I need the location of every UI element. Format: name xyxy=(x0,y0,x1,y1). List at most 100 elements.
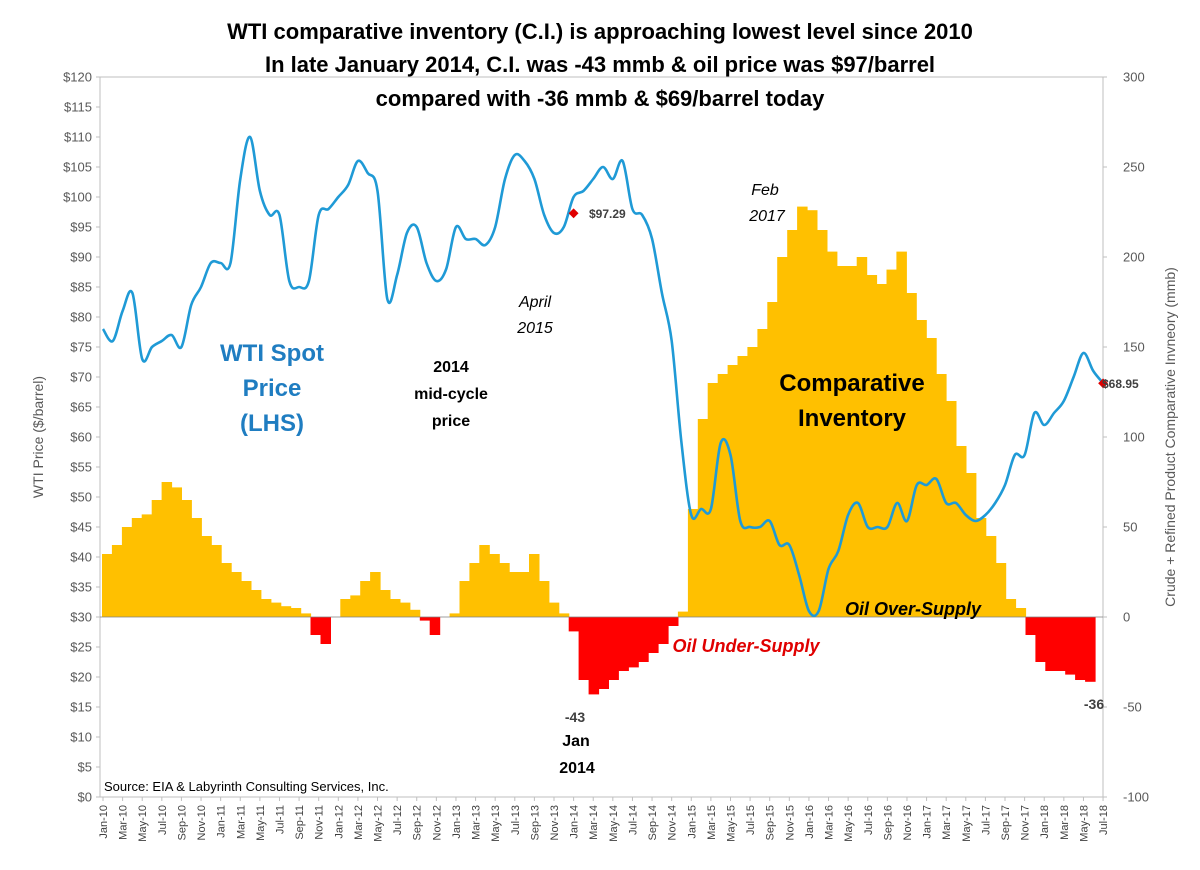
y-right-tick-label: 300 xyxy=(1123,70,1145,85)
ci-bar xyxy=(270,602,282,617)
ci-bar xyxy=(608,617,619,680)
x-tick-label: Sep-15 xyxy=(765,805,777,840)
title-line-2: In late January 2014, C.I. was -43 mmb &… xyxy=(265,52,935,77)
x-tick-label: Sep-12 xyxy=(412,805,424,840)
ci-bar xyxy=(846,266,858,617)
y-left-axis: $0 $5 $10 $15 $20 $25 $30 $35 $40 $45 $50 $55 $60 $65… xyxy=(63,70,100,805)
ci-bar xyxy=(380,590,391,617)
annotation-midcycle-line2: mid-cycle xyxy=(414,386,488,403)
ci-bar xyxy=(350,595,361,617)
ci-bar xyxy=(558,613,570,617)
ci-bar xyxy=(548,602,560,617)
x-tick-label: Mar-17 xyxy=(941,805,953,840)
y-left-tick-label: $0 xyxy=(78,790,92,805)
ci-bar xyxy=(777,257,788,617)
ci-bar xyxy=(1005,599,1017,617)
chart-title: WTI comparative inventory (C.I.) is appr… xyxy=(227,19,973,111)
ci-bar xyxy=(737,356,748,617)
ci-bar xyxy=(141,514,153,617)
ci-bar xyxy=(965,473,977,617)
ci-bar xyxy=(131,518,143,617)
annotation-ci-2014: -43 xyxy=(565,709,585,725)
y-right-tick-label: 200 xyxy=(1123,250,1145,265)
ci-bar xyxy=(529,554,540,617)
annotation-oversupply: Oil Over-Supply xyxy=(845,599,982,619)
y-left-tick-label: $85 xyxy=(70,280,92,295)
ci-bar xyxy=(280,606,292,617)
x-tick-label: Sep-13 xyxy=(529,805,541,840)
y-left-tick-label: $55 xyxy=(70,460,92,475)
ci-bar xyxy=(489,554,500,617)
ci-bar xyxy=(221,563,232,617)
x-tick-label: Nov-14 xyxy=(667,805,679,840)
y-left-tick-label: $45 xyxy=(70,520,92,535)
ci-bar xyxy=(628,617,639,668)
y-right-axis: -100 -50 0 50 100 150 200 250 300 xyxy=(1103,70,1149,805)
y-left-tick-label: $95 xyxy=(70,220,92,235)
x-tick-label: Nov-10 xyxy=(196,805,208,840)
ci-bar xyxy=(658,617,669,644)
wti-price-line xyxy=(101,135,1105,618)
ci-bar xyxy=(171,487,182,617)
x-tick-label: Sep-16 xyxy=(882,805,894,840)
title-line-3: compared with -36 mmb & $69/barrel today xyxy=(376,86,825,111)
y-left-tick-label: $120 xyxy=(63,70,92,85)
x-tick-label: Nov-15 xyxy=(784,805,796,840)
x-tick-label: Jan-14 xyxy=(569,805,581,839)
ci-bar xyxy=(161,482,173,617)
ci-bar xyxy=(866,275,878,617)
x-tick-label: Mar-13 xyxy=(471,805,483,840)
annotation-feb-line1: Feb xyxy=(751,182,779,199)
x-tick-label: May-15 xyxy=(726,805,738,842)
x-tick-label: May-11 xyxy=(255,805,267,841)
y-right-tick-label: -50 xyxy=(1123,700,1142,715)
ci-bar xyxy=(638,617,649,662)
y-left-tick-label: $70 xyxy=(70,370,92,385)
y-right-tick-label: 150 xyxy=(1123,340,1145,355)
x-tick-label: May-10 xyxy=(137,805,149,842)
ci-bar xyxy=(300,613,312,617)
x-tick-label: Jul-16 xyxy=(863,805,875,835)
ci-bar xyxy=(310,617,321,635)
annotation-midcycle-line1: 2014 xyxy=(433,359,469,376)
ci-bar xyxy=(231,572,242,617)
ci-bar xyxy=(538,581,550,617)
ci-bar xyxy=(360,581,371,617)
ci-bar xyxy=(429,617,441,635)
ci-bar xyxy=(111,545,123,617)
x-tick-label: Nov-11 xyxy=(314,805,326,840)
ci-bar xyxy=(906,293,917,617)
ci-bar xyxy=(1075,617,1086,680)
ci-bars xyxy=(102,206,1096,695)
ci-bar xyxy=(995,563,1007,617)
ci-bar xyxy=(896,251,907,617)
y-left-tick-label: $60 xyxy=(70,430,92,445)
annotation-ci-line2: Inventory xyxy=(798,405,907,432)
price-layer xyxy=(101,135,1105,618)
ci-bar xyxy=(648,617,659,653)
title-line-1: WTI comparative inventory (C.I.) is appr… xyxy=(227,19,973,44)
ci-bar xyxy=(757,329,768,617)
price-marker xyxy=(568,208,579,219)
ci-bar xyxy=(975,518,987,617)
y-left-tick-label: $105 xyxy=(63,160,92,175)
ci-bar xyxy=(727,365,739,617)
price-markers xyxy=(568,208,1109,389)
x-tick-label: Jan-10 xyxy=(98,805,110,839)
y-left-tick-label: $90 xyxy=(70,250,92,265)
ci-bar xyxy=(1085,617,1096,682)
ci-bar xyxy=(787,230,798,617)
y-right-tick-label: 50 xyxy=(1123,520,1137,535)
ci-bar xyxy=(1055,617,1066,671)
annotation-price-today: $68.95 xyxy=(1102,377,1139,391)
y-right-tick-label: 0 xyxy=(1123,610,1130,625)
ci-bar xyxy=(390,599,401,617)
ci-bar xyxy=(320,617,331,644)
ci-bar xyxy=(1045,617,1056,671)
ci-bar xyxy=(916,320,927,617)
ci-bar xyxy=(956,446,967,617)
ci-bar xyxy=(767,302,778,617)
ci-bar xyxy=(519,572,530,617)
ci-bar xyxy=(340,599,351,617)
ci-bar xyxy=(181,500,192,617)
